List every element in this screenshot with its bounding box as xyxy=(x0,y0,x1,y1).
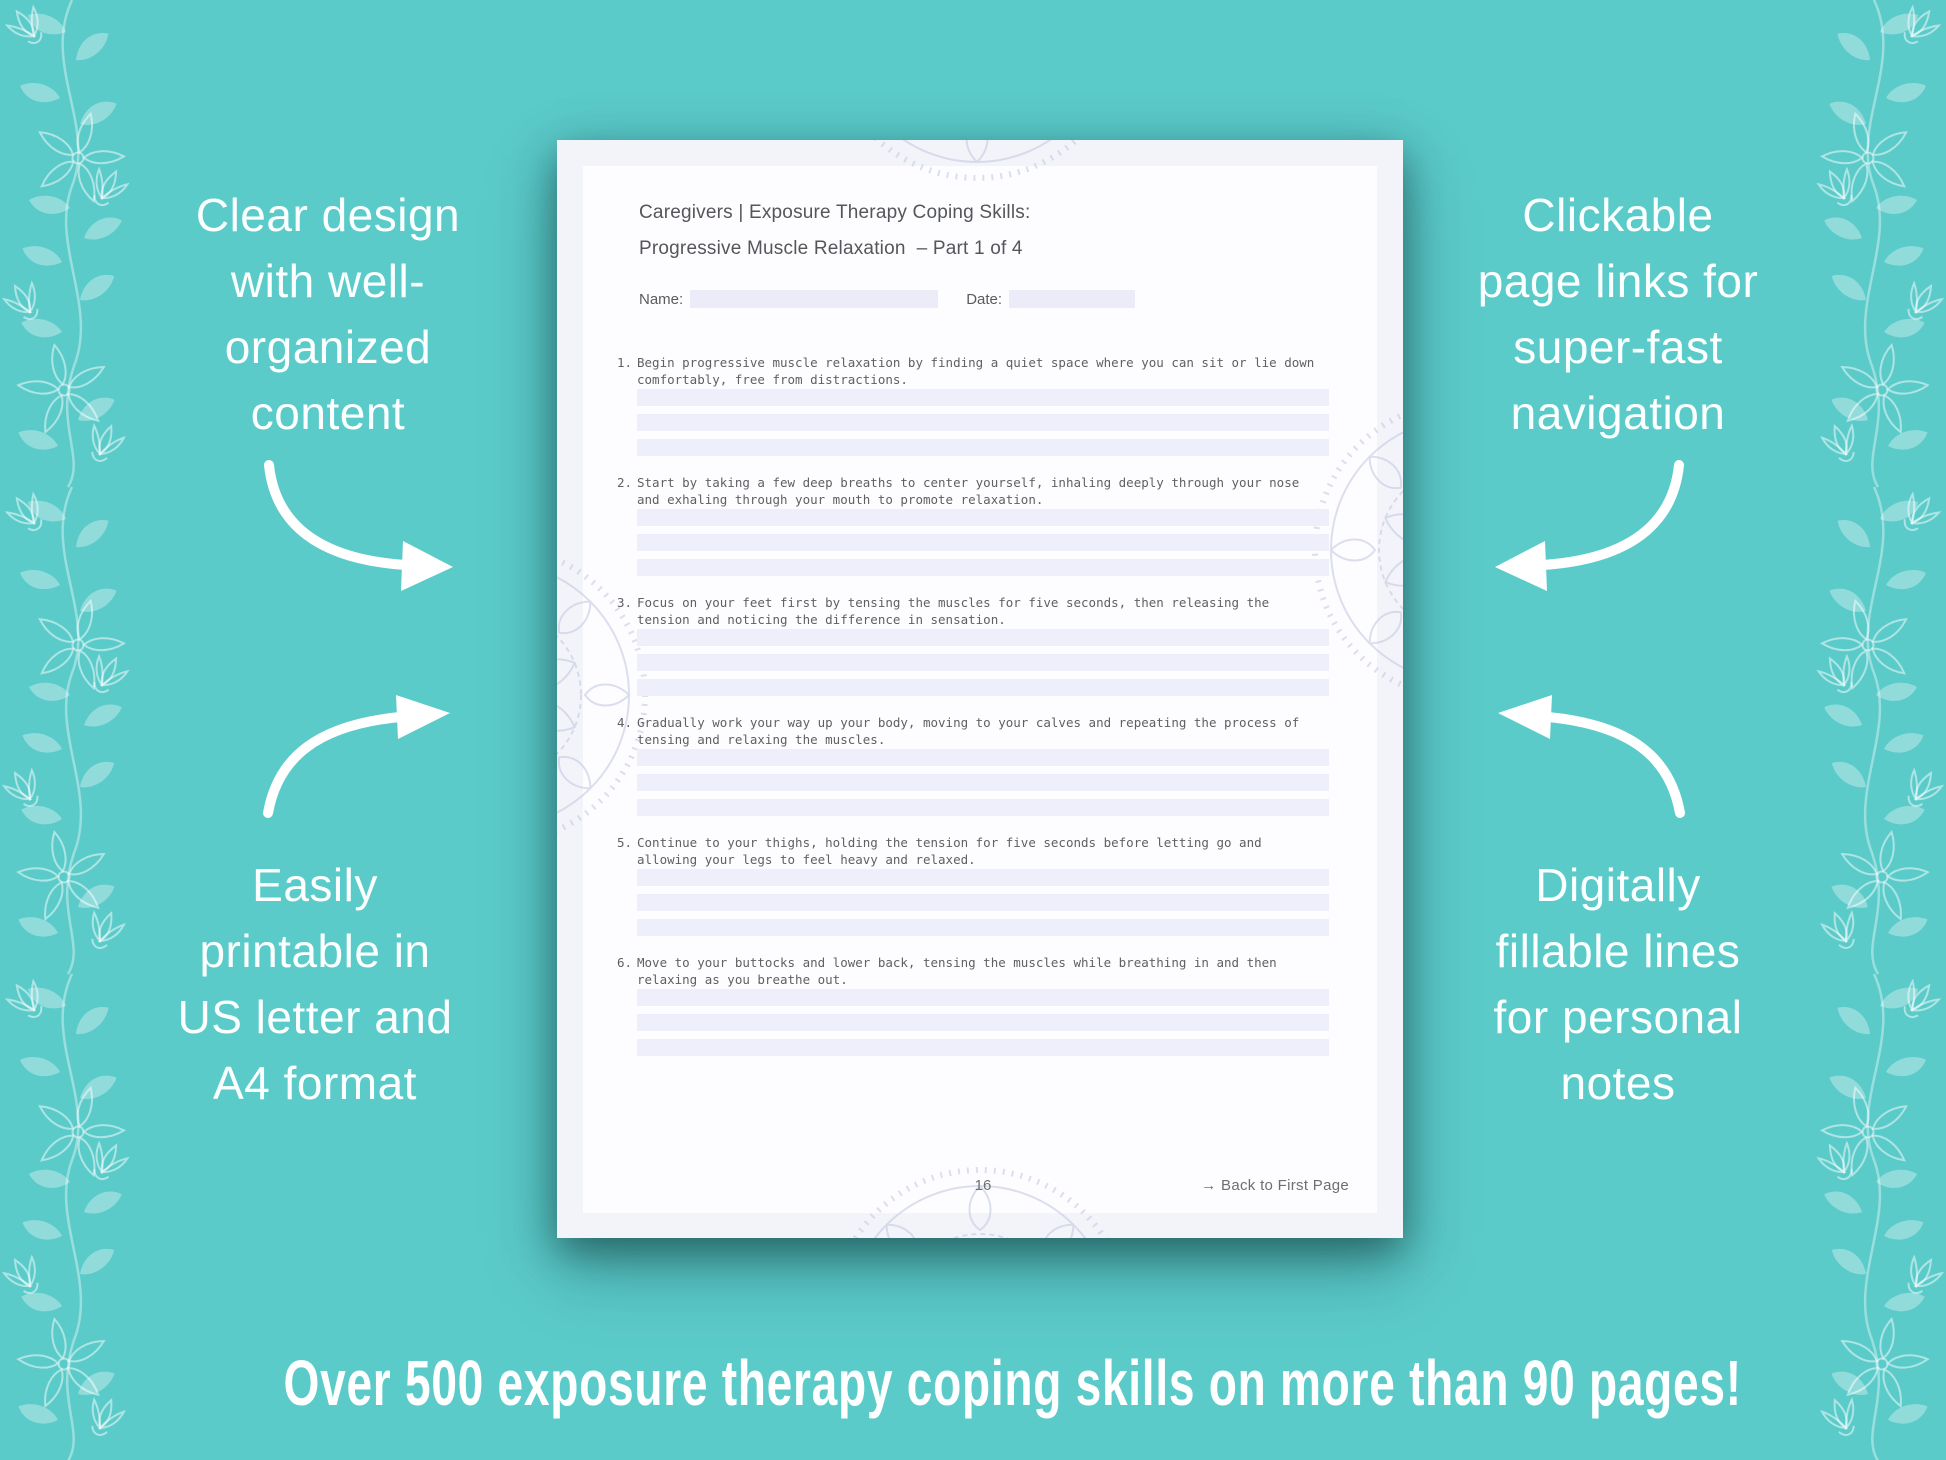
item-number: 5. xyxy=(617,835,633,850)
note-line: organized xyxy=(224,321,432,373)
worksheet-item: 4. Gradually work your way up your body, … xyxy=(617,714,1329,816)
promo-banner-text: Over 500 exposure therapy coping skills … xyxy=(283,1347,1742,1419)
note-clear-design: Clear design with well-organized content xyxy=(118,182,538,446)
curved-arrow-up-right-icon xyxy=(263,695,450,818)
fill-lines xyxy=(637,989,1329,1056)
item-number: 1. xyxy=(617,355,633,370)
item-text: Continue to your thighs, holding the ten… xyxy=(637,835,1262,867)
fill-line[interactable] xyxy=(637,559,1329,576)
note-easily-printable: Easily printable in US letter and A4 format xyxy=(105,852,525,1116)
note-fillable-lines: Digitally fillable lines for personal notes xyxy=(1408,852,1828,1116)
fill-line[interactable] xyxy=(637,414,1329,431)
fill-line[interactable] xyxy=(637,534,1329,551)
worksheet-subtitle: Progressive Muscle Relaxation – Part 1 o… xyxy=(639,238,1023,259)
item-number: 6. xyxy=(617,955,633,970)
note-line: Digitally xyxy=(1535,859,1701,911)
note-line: A4 format xyxy=(213,1057,417,1109)
name-date-row: Name: Date: xyxy=(639,290,1136,308)
curved-arrow-up-left-icon xyxy=(1498,695,1685,818)
fill-lines xyxy=(637,749,1329,816)
note-line: for personal xyxy=(1493,991,1743,1043)
fill-lines xyxy=(637,869,1329,936)
item-text: Focus on your feet first by tensing the … xyxy=(637,595,1270,627)
fill-lines xyxy=(637,389,1329,456)
note-line: notes xyxy=(1560,1057,1676,1109)
fill-line[interactable] xyxy=(637,679,1329,696)
worksheet-item: 5. Continue to your thighs, holding the t… xyxy=(617,834,1329,936)
worksheet-page: Caregivers | Exposure Therapy Coping Ski… xyxy=(557,140,1403,1238)
name-field[interactable] xyxy=(690,290,939,308)
worksheet-title: Caregivers | Exposure Therapy Coping Ski… xyxy=(639,202,1031,223)
note-line: Easily xyxy=(252,859,378,911)
fill-line[interactable] xyxy=(637,774,1329,791)
promo-banner: Over 500 exposure therapy coping skills … xyxy=(0,1346,1946,1420)
floral-border-right-icon xyxy=(1814,0,1946,1460)
fill-line[interactable] xyxy=(637,869,1329,886)
worksheet-item: 1. Begin progressive muscle relaxation by… xyxy=(617,354,1329,456)
curved-arrow-down-left-icon xyxy=(1495,460,1684,591)
item-text: Start by taking a few deep breaths to ce… xyxy=(637,475,1300,507)
date-label: Date: xyxy=(966,290,1003,308)
fill-line[interactable] xyxy=(637,654,1329,671)
note-line: page links for xyxy=(1477,255,1759,307)
fill-line[interactable] xyxy=(637,1014,1329,1031)
back-to-first-page-link[interactable]: → Back to First Page xyxy=(1201,1177,1349,1194)
note-line: printable in xyxy=(199,925,431,977)
page-number: 16 xyxy=(974,1177,992,1194)
fill-lines xyxy=(637,629,1329,696)
item-text: Move to your buttocks and lower back, te… xyxy=(637,955,1277,987)
name-label: Name: xyxy=(639,290,684,308)
fill-line[interactable] xyxy=(637,389,1329,406)
fill-lines xyxy=(637,509,1329,576)
date-field[interactable] xyxy=(1009,290,1136,308)
note-line: content xyxy=(250,387,406,439)
floral-border-left-icon xyxy=(0,0,132,1460)
fill-line[interactable] xyxy=(637,894,1329,911)
fill-line[interactable] xyxy=(637,749,1329,766)
worksheet-items: 1. Begin progressive muscle relaxation by… xyxy=(617,354,1329,1074)
note-line: navigation xyxy=(1510,387,1726,439)
item-text: Gradually work your way up your body, mo… xyxy=(637,715,1300,747)
worksheet-item: 2. Start by taking a few deep breaths to … xyxy=(617,474,1329,576)
item-number: 4. xyxy=(617,715,633,730)
note-line: fillable lines xyxy=(1495,925,1741,977)
worksheet-footer: 16 → Back to First Page xyxy=(617,1177,1349,1197)
note-line: with well- xyxy=(230,255,426,307)
note-line: super-fast xyxy=(1513,321,1723,373)
worksheet-item: 6. Move to your buttocks and lower back, … xyxy=(617,954,1329,1056)
curved-arrow-down-right-icon xyxy=(264,460,453,591)
worksheet-item: 3. Focus on your feet first by tensing th… xyxy=(617,594,1329,696)
fill-line[interactable] xyxy=(637,629,1329,646)
note-line: Clickable xyxy=(1522,189,1714,241)
fill-line[interactable] xyxy=(637,989,1329,1006)
fill-line[interactable] xyxy=(637,509,1329,526)
fill-line[interactable] xyxy=(637,439,1329,456)
item-number: 2. xyxy=(617,475,633,490)
fill-line[interactable] xyxy=(637,1039,1329,1056)
note-line: US letter and xyxy=(177,991,453,1043)
item-number: 3. xyxy=(617,595,633,610)
item-text: Begin progressive muscle relaxation by f… xyxy=(637,355,1315,387)
note-clickable-links: Clickable page links for super-fast navigat… xyxy=(1408,182,1828,446)
note-line: Clear design xyxy=(195,189,461,241)
fill-line[interactable] xyxy=(637,799,1329,816)
fill-line[interactable] xyxy=(637,919,1329,936)
